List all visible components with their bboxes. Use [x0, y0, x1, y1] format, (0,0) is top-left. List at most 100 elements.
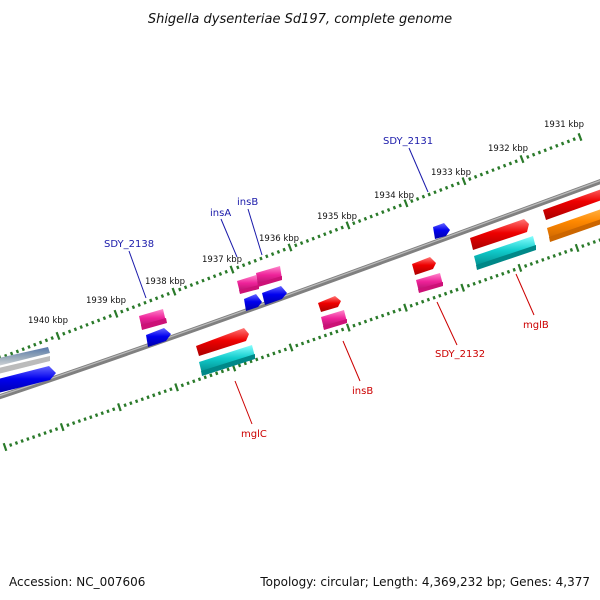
- scale-minor-tick: [466, 283, 471, 288]
- scale-major-tick: [55, 331, 61, 340]
- scale-minor-tick: [129, 401, 133, 406]
- scale-minor-tick: [220, 369, 225, 374]
- scale-minor-tick: [334, 227, 339, 232]
- genome-summary-text: Topology: circular; Length: 4,369,232 bp…: [259, 575, 590, 589]
- scale-minor-tick: [335, 329, 339, 334]
- scale-minor-tick: [514, 159, 518, 164]
- scale-minor-tick: [157, 391, 162, 396]
- kbp-label: 1940 kbp: [28, 316, 68, 326]
- scale-minor-tick: [38, 340, 43, 345]
- gene-feature-insb-red[interactable]: [318, 296, 341, 312]
- scale-major-tick: [574, 243, 580, 253]
- scale-major-tick: [59, 422, 65, 432]
- gene-feature-insa-magenta[interactable]: [237, 275, 259, 294]
- scale-minor-tick: [526, 154, 530, 159]
- scale-minor-tick: [106, 409, 110, 414]
- scale-minor-tick: [560, 141, 565, 146]
- scale-minor-tick: [31, 435, 36, 439]
- scale-minor-tick: [241, 263, 246, 268]
- scale-minor-tick: [566, 139, 571, 144]
- scale-minor-tick: [85, 322, 89, 327]
- gene-feature-sdy2131-blue[interactable]: [433, 223, 450, 239]
- scale-minor-tick: [497, 165, 501, 170]
- gene-feature-mglc-cyan[interactable]: [199, 345, 255, 376]
- gene-feature-mglb-cyan[interactable]: [474, 236, 536, 270]
- scale-minor-tick: [323, 333, 328, 338]
- gene-feature-insb-blue[interactable]: [262, 286, 287, 305]
- scale-minor-tick: [83, 417, 87, 421]
- scale-minor-tick: [340, 327, 345, 332]
- scale-minor-tick: [369, 214, 373, 219]
- scale-minor-tick: [226, 367, 230, 372]
- scale-minor-tick: [91, 320, 95, 325]
- gene-feature-right-red[interactable]: [543, 186, 600, 220]
- scale-minor-tick: [102, 316, 107, 321]
- gene-feature-insb-lower-magenta[interactable]: [321, 310, 347, 330]
- gene-label-sdy2138: SDY_2138: [104, 239, 154, 250]
- scale-minor-tick: [472, 281, 476, 286]
- gene-feature-left-blue[interactable]: [0, 366, 56, 395]
- gene-feature-sdy2132-red[interactable]: [412, 257, 436, 275]
- scale-minor-tick: [215, 371, 219, 376]
- scale-minor-tick: [120, 309, 124, 314]
- kbp-labels: 1931 kbp 1932 kbp 1933 kbp 1934 kbp 1935…: [28, 120, 584, 326]
- scale-minor-tick: [89, 415, 93, 420]
- kbp-label: 1935 kbp: [317, 212, 357, 222]
- gene-feature-mglc-red[interactable]: [196, 328, 249, 356]
- scale-minor-tick: [552, 253, 556, 258]
- scale-minor-tick: [125, 307, 130, 312]
- scale-minor-tick: [62, 331, 66, 336]
- scale-minor-tick: [495, 273, 499, 278]
- scale-minor-tick: [178, 287, 182, 292]
- scale-minor-tick: [224, 269, 228, 274]
- scale-minor-tick: [294, 243, 298, 248]
- scale-minor-tick: [100, 411, 104, 416]
- scale-minor-tick: [160, 294, 165, 299]
- scale-minor-tick: [358, 321, 362, 326]
- scale-minor-tick: [195, 280, 199, 285]
- scale-major-tick: [403, 303, 408, 312]
- scale-minor-tick: [473, 174, 478, 179]
- scale-major-tick: [577, 132, 583, 142]
- scale-minor-tick: [352, 221, 356, 226]
- scale-minor-tick: [329, 331, 333, 336]
- scale-major-tick: [403, 199, 409, 208]
- scale-minor-tick: [433, 190, 437, 195]
- scale-minor-tick: [426, 297, 431, 302]
- scale-minor-tick: [14, 441, 19, 445]
- scale-minor-tick: [541, 258, 545, 262]
- gene-feature-sdy2138-magenta[interactable]: [139, 309, 167, 330]
- scale-minor-tick: [357, 219, 362, 223]
- scale-minor-tick: [79, 325, 83, 330]
- gene-feature-right-orange[interactable]: [547, 206, 600, 242]
- scale-minor-tick: [572, 137, 576, 142]
- scale-minor-tick: [66, 423, 70, 428]
- scale-minor-tick: [33, 342, 37, 347]
- scale-minor-tick: [535, 259, 539, 264]
- scale-minor-tick: [421, 194, 426, 199]
- scale-minor-tick: [96, 318, 101, 323]
- scale-major-tick: [117, 403, 122, 412]
- gene-feature-insb-magenta[interactable]: [256, 266, 282, 287]
- gene-feature-sdy2138-blue[interactable]: [146, 328, 171, 347]
- scale-minor-tick: [569, 248, 574, 252]
- scale-minor-tick: [71, 421, 76, 426]
- scale-minor-tick: [203, 375, 207, 380]
- lower-leader-lines: [234, 273, 535, 425]
- scale-minor-tick: [305, 238, 310, 243]
- gene-feature-sdy2132-magenta[interactable]: [416, 273, 443, 293]
- gene-label-mglb: mglB: [523, 320, 549, 331]
- genome-backbone: [0, 179, 600, 400]
- scale-minor-tick: [131, 305, 136, 310]
- scale-minor-tick: [276, 249, 281, 254]
- gene-feature-left-grey[interactable]: [0, 347, 50, 376]
- gene-feature-insa-blue[interactable]: [244, 294, 262, 311]
- gene-label-insb-lower: insB: [352, 386, 373, 397]
- scale-minor-tick: [537, 150, 542, 155]
- scale-minor-tick: [253, 258, 257, 263]
- scale-minor-tick: [180, 383, 185, 388]
- scale-minor-tick: [243, 361, 247, 366]
- scale-minor-tick: [439, 188, 443, 192]
- gene-feature-mglb-red[interactable]: [470, 219, 529, 250]
